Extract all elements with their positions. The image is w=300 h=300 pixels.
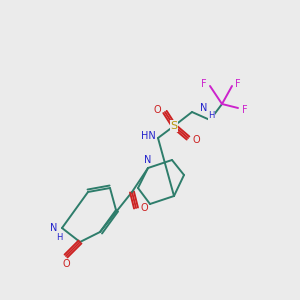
Text: F: F: [201, 79, 207, 89]
Text: S: S: [170, 121, 178, 131]
Text: H: H: [208, 112, 214, 121]
Text: H: H: [56, 232, 62, 242]
Text: N: N: [144, 155, 152, 165]
Text: O: O: [192, 135, 200, 145]
Text: HN: HN: [141, 131, 155, 141]
Text: O: O: [140, 203, 148, 213]
Text: N: N: [200, 103, 207, 113]
Text: O: O: [62, 259, 70, 269]
Text: F: F: [242, 105, 248, 115]
Text: N: N: [50, 223, 58, 233]
Text: F: F: [235, 79, 241, 89]
Text: O: O: [153, 105, 161, 115]
